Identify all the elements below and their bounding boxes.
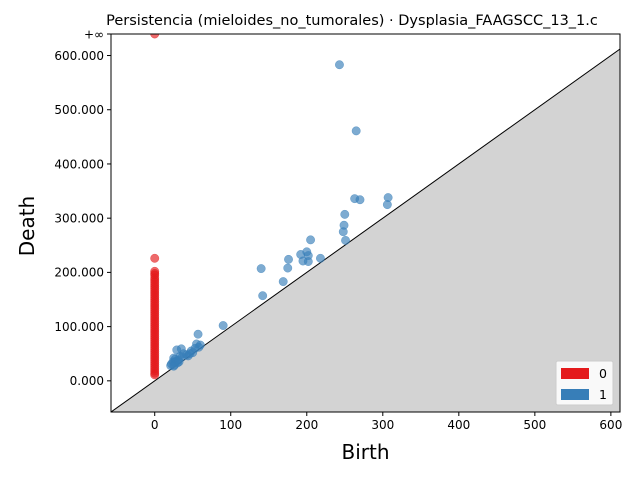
data-point-h1 [341,235,350,245]
data-point-h1 [256,264,266,274]
data-point-h1 [306,235,316,245]
data-point-h0 [150,34,160,39]
y-tick-label: 0.000 [70,374,104,388]
y-tick-label: 100.000 [54,320,104,334]
legend-label-h0: 0 [599,366,607,381]
chart-title: Persistencia (mieloides_no_tumorales) · … [106,13,598,29]
data-point-h1 [303,257,313,266]
data-point-h1 [193,329,203,339]
x-tick-label: 600 [599,418,622,432]
data-point-h1 [278,277,288,287]
axes-frame [110,33,621,413]
x-tick-label: 500 [523,418,546,432]
y-tick-label-infinity: +∞ [84,27,104,41]
y-tick-label: 300.000 [54,211,104,225]
data-point-h1 [283,263,293,273]
data-point-h1 [218,321,228,330]
legend: 01 [555,360,614,406]
x-tick-label: 400 [447,418,470,432]
y-tick-label: 200.000 [54,266,104,280]
y-tick-label: 500.000 [54,103,104,117]
data-point-h1 [185,349,195,359]
data-point-h0 [150,253,160,263]
x-tick-label: 200 [295,418,318,432]
data-point-h1 [335,60,344,70]
y-axis-label: Death [15,196,39,256]
axes: 0 100 200 300 400 500 6000.000100.000200.00030… [54,27,622,432]
y-tick-label: 400.000 [54,157,104,171]
x-axis-label: Birth [341,440,389,464]
data-point-h1 [338,227,348,237]
data-point-h1 [355,195,365,205]
data-point-h1 [174,357,184,367]
data-point-h1 [284,254,293,264]
legend-swatch-h1 [561,389,589,400]
plot-area [111,34,620,412]
x-tick-label: 0 [151,418,159,432]
legend-label-h1: 1 [599,387,607,402]
data-point-h0 [150,370,160,380]
data-point-h1 [340,209,350,219]
legend-swatch-h0 [561,368,589,379]
x-tick-label: 300 [371,418,394,432]
x-tick-label: 100 [219,418,242,432]
data-point-h1 [382,200,392,210]
data-point-h1 [258,291,268,301]
y-tick-label: 600.000 [54,49,104,63]
data-point-h1 [316,253,325,263]
data-point-h1 [351,126,361,136]
